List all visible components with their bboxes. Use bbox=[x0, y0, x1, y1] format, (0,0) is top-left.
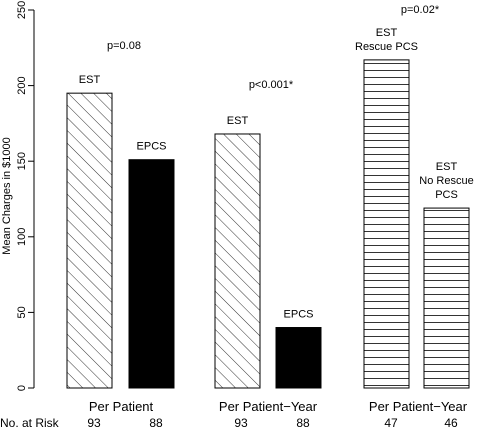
bar-label: Rescue PCS bbox=[355, 41, 418, 53]
bar-label: EST bbox=[376, 27, 398, 39]
group-label: Per Patient bbox=[89, 399, 154, 414]
y-tick-label: 100 bbox=[16, 228, 28, 246]
y-axis: 0 50 100 150 200 250 bbox=[16, 1, 35, 391]
risk-count: 46 bbox=[444, 416, 458, 430]
bar-label: EST bbox=[79, 74, 101, 86]
bar-3 bbox=[214, 133, 261, 389]
bars bbox=[66, 59, 470, 389]
bar-4 bbox=[275, 327, 322, 389]
y-axis-label: Mean Charges in $1000 bbox=[1, 137, 13, 254]
risk-count: 88 bbox=[296, 416, 310, 430]
p-value-label: p=0.08 bbox=[107, 40, 141, 52]
group-label: Per Patient−Year bbox=[369, 399, 468, 414]
bar-2 bbox=[128, 159, 175, 389]
p-value-label: p<0.001* bbox=[249, 79, 294, 91]
bar-label: EPCS bbox=[284, 309, 314, 321]
bar-label: PCS bbox=[435, 189, 458, 201]
bar-labels: EST EPCS EST EPCS EST Rescue PCS EST No Rescue P… bbox=[79, 4, 474, 430]
y-tick-label: 0 bbox=[16, 385, 28, 391]
group-label: Per Patient−Year bbox=[219, 399, 318, 414]
risk-count: 93 bbox=[87, 416, 101, 430]
risk-label: No. at Risk bbox=[0, 416, 60, 430]
bar-label: EST bbox=[436, 161, 458, 173]
y-tick-label: 250 bbox=[16, 1, 28, 19]
bar-6 bbox=[423, 207, 470, 389]
bar-5 bbox=[363, 59, 410, 389]
y-tick-label: 150 bbox=[16, 152, 28, 170]
bar-label: EPCS bbox=[137, 141, 167, 153]
y-tick-label: 50 bbox=[16, 306, 28, 318]
risk-count: 93 bbox=[234, 416, 248, 430]
risk-count: 88 bbox=[149, 416, 163, 430]
bar-label: No Rescue bbox=[419, 175, 473, 187]
bar-label: EST bbox=[227, 115, 249, 127]
bar-1 bbox=[66, 92, 113, 389]
p-value-label: p=0.02* bbox=[401, 4, 440, 16]
risk-count: 47 bbox=[384, 416, 398, 430]
y-tick-label: 200 bbox=[16, 76, 28, 94]
